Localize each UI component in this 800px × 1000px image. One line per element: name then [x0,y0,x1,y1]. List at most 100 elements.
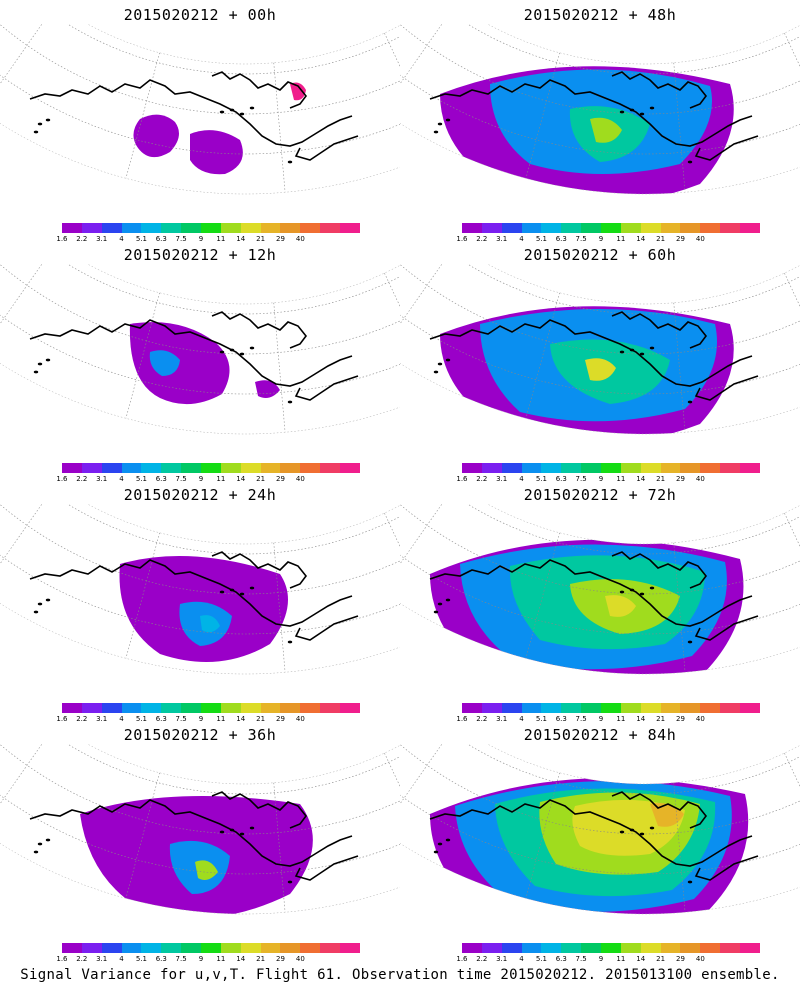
island-outline [445,358,451,362]
colorbar-swatch [340,463,360,473]
colorbar-swatch [320,223,341,233]
map-plot [400,264,800,435]
island-outline [583,912,589,915]
colorbar-tick-label: 2.2 [476,715,488,723]
colorbar-tick-label: 9 [198,715,204,723]
island-outline [239,352,245,356]
colorbar-tick-label: 29 [275,475,285,483]
colorbar-tick-label: 7.5 [575,955,587,963]
colorbar-tick-label: 7.5 [575,475,587,483]
graticule-line [384,272,400,392]
colorbar-swatch [462,943,482,953]
panel-title: 2015020212 + 72h [523,486,677,504]
colorbar-tick-label: 3.1 [96,235,108,243]
colorbar-swatch [462,223,482,233]
colorbar-swatch [201,703,221,713]
island-outline [219,830,225,834]
panel-title: 2015020212 + 60h [523,246,677,264]
colorbar-tick-label: 1.6 [456,715,468,723]
colorbar-tick-label: 1.6 [56,955,68,963]
coastline [694,855,759,881]
island-outline [229,348,235,352]
colorbar-tick-label: 11 [216,475,226,483]
graticule-line [784,752,800,872]
coastline [294,135,359,161]
colorbar-tick-label: 11 [216,235,226,243]
colorbar-tick-label: 29 [675,235,685,243]
island-outline [619,110,625,114]
map-panel-36h: 2015020212 + 36h 1.6 2.2 3.1 4 5.1 6.3 7.5 9 11 1… [0,720,400,963]
colorbar-tick-label: 21 [656,235,666,243]
colorbar-tick-label: 29 [675,955,685,963]
colorbar [62,463,360,473]
map-plot [0,264,400,435]
graticule-line [125,532,160,659]
colorbar-tick-label: 40 [295,475,305,483]
colorbar-tick-label: 11 [216,955,226,963]
coastline [429,319,753,387]
island-outline [33,850,39,854]
map-panel-48h: 2015020212 + 48h 1.6 2.2 3.1 4 5.1 6.3 7.5 9 11 1… [400,0,800,243]
colorbar-tick-label: 40 [295,955,305,963]
colorbar-swatch [740,703,760,713]
island-outline [583,192,589,195]
colorbar-swatch [640,223,661,233]
colorbar-swatch [501,703,522,713]
island-outline [619,350,625,354]
colorbar-swatch [660,703,681,713]
colorbar-swatch [280,463,301,473]
colorbar-tick-label: 5.1 [535,715,547,723]
colorbar-tick-label: 11 [616,235,626,243]
colorbar-tick-label: 2.2 [76,235,88,243]
map-plot [400,504,800,675]
island-outline [583,672,589,675]
colorbar-swatch [81,943,102,953]
island-outline [437,842,443,846]
colorbar-tick-label: 7.5 [175,475,187,483]
domain-boundary [0,744,400,915]
map-panel-60h: 2015020212 + 60h 1.6 2.2 3.1 4 5.1 6.3 7.5 9 11 1… [400,240,800,483]
colorbar-swatch [640,943,661,953]
colorbar-tick-label: 4 [519,715,524,723]
graticule-line [673,62,686,193]
colorbar-swatch [220,703,241,713]
colorbar-swatch [300,223,321,233]
map-domain [0,504,400,675]
colorbar-swatch [640,703,661,713]
colorbar-swatch [101,943,122,953]
colorbar-tick-label: 3.1 [496,955,508,963]
colorbar-swatch [320,463,341,473]
island-outline [219,590,225,594]
coastline [694,375,759,401]
colorbar-swatch [300,943,321,953]
island-outline [229,108,235,112]
island-outline [639,592,645,596]
island-outline [433,610,439,614]
colorbar-tick-label: 9 [198,475,204,483]
figure-caption: Signal Variance for u,v,T. Flight 61. Ob… [20,967,780,983]
colorbar-swatch [161,943,182,953]
colorbar-tick-label: 40 [695,475,705,483]
coastline [611,791,708,829]
colorbar-tick-label: 4 [119,715,124,723]
colorbar-swatch [181,703,202,713]
colorbar-tick-label: 4 [119,955,124,963]
colorbar-tick-label: 3.1 [496,715,508,723]
colorbar-swatch [581,463,602,473]
colorbar-tick-label: 4 [119,235,124,243]
colorbar-ticks: 1.6 2.2 3.1 4 5.1 6.3 7.5 9 11 14 21 29 40 [56,715,360,725]
coastline [29,559,353,627]
colorbar-tick-label: 14 [236,235,246,243]
domain-boundary [400,744,800,915]
coastline [294,615,359,641]
colorbar-tick-label: 40 [295,235,305,243]
colorbar-tick-label: 14 [636,955,646,963]
colorbar-swatch [680,223,701,233]
colorbar-swatch [81,703,102,713]
colorbar-swatch [481,943,502,953]
colorbar-tick-label: 29 [675,715,685,723]
graticule-line [525,532,560,659]
variance-contour [200,615,220,633]
map-panel-12h: 2015020212 + 12h 1.6 2.2 3.1 4 5.1 6.3 7.5 9 11 1… [0,240,400,483]
colorbar-swatch [501,943,522,953]
